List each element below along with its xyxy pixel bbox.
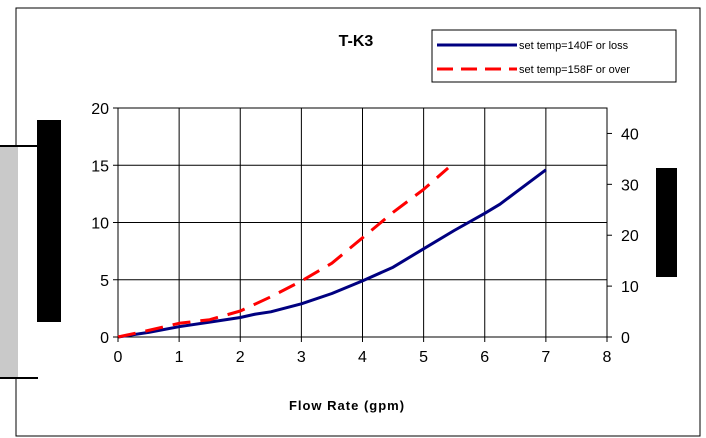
y2-tick-label: 10: [621, 279, 639, 296]
series-line-2: [117, 166, 450, 339]
x-tick-label: 1: [175, 349, 184, 366]
legend-label-series-1: set temp=140F or loss: [519, 40, 629, 52]
y-tick-label: 0: [100, 330, 109, 347]
left-axis-title-redaction: [37, 120, 61, 322]
x-tick-label: 5: [419, 349, 428, 366]
x-tick-label: 0: [114, 349, 123, 366]
y-tick-label: 15: [91, 158, 109, 175]
x-tick-label: 8: [603, 349, 612, 366]
right-axis-title-redaction: [656, 168, 677, 277]
x-tick-label: 6: [480, 349, 489, 366]
y2-tick-label: 0: [621, 330, 630, 347]
axes: [113, 107, 612, 342]
series-layer: [117, 166, 547, 339]
x-tick-label: 4: [358, 349, 367, 366]
y-tick-label: 20: [91, 101, 109, 118]
x-tick-label: 7: [541, 349, 550, 366]
y-tick-label: 10: [91, 216, 109, 233]
chart-title: T-K3: [339, 33, 374, 50]
x-tick-label: 2: [236, 349, 245, 366]
y2-tick-label: 40: [621, 126, 639, 143]
x-axis-label: Flow Rate (gpm): [289, 398, 405, 413]
series-line-1: [117, 168, 547, 339]
y2-tick-label: 20: [621, 228, 639, 245]
x-tick-label: 3: [297, 349, 306, 366]
left-grey-panel: [0, 146, 18, 378]
y2-tick-label: 30: [621, 177, 639, 194]
y-tick-label: 5: [100, 273, 109, 290]
legend: set temp=140F or loss set temp=158F or o…: [431, 29, 677, 83]
legend-label-series-2: set temp=158F or over: [519, 64, 630, 76]
legend-box: [431, 29, 677, 83]
